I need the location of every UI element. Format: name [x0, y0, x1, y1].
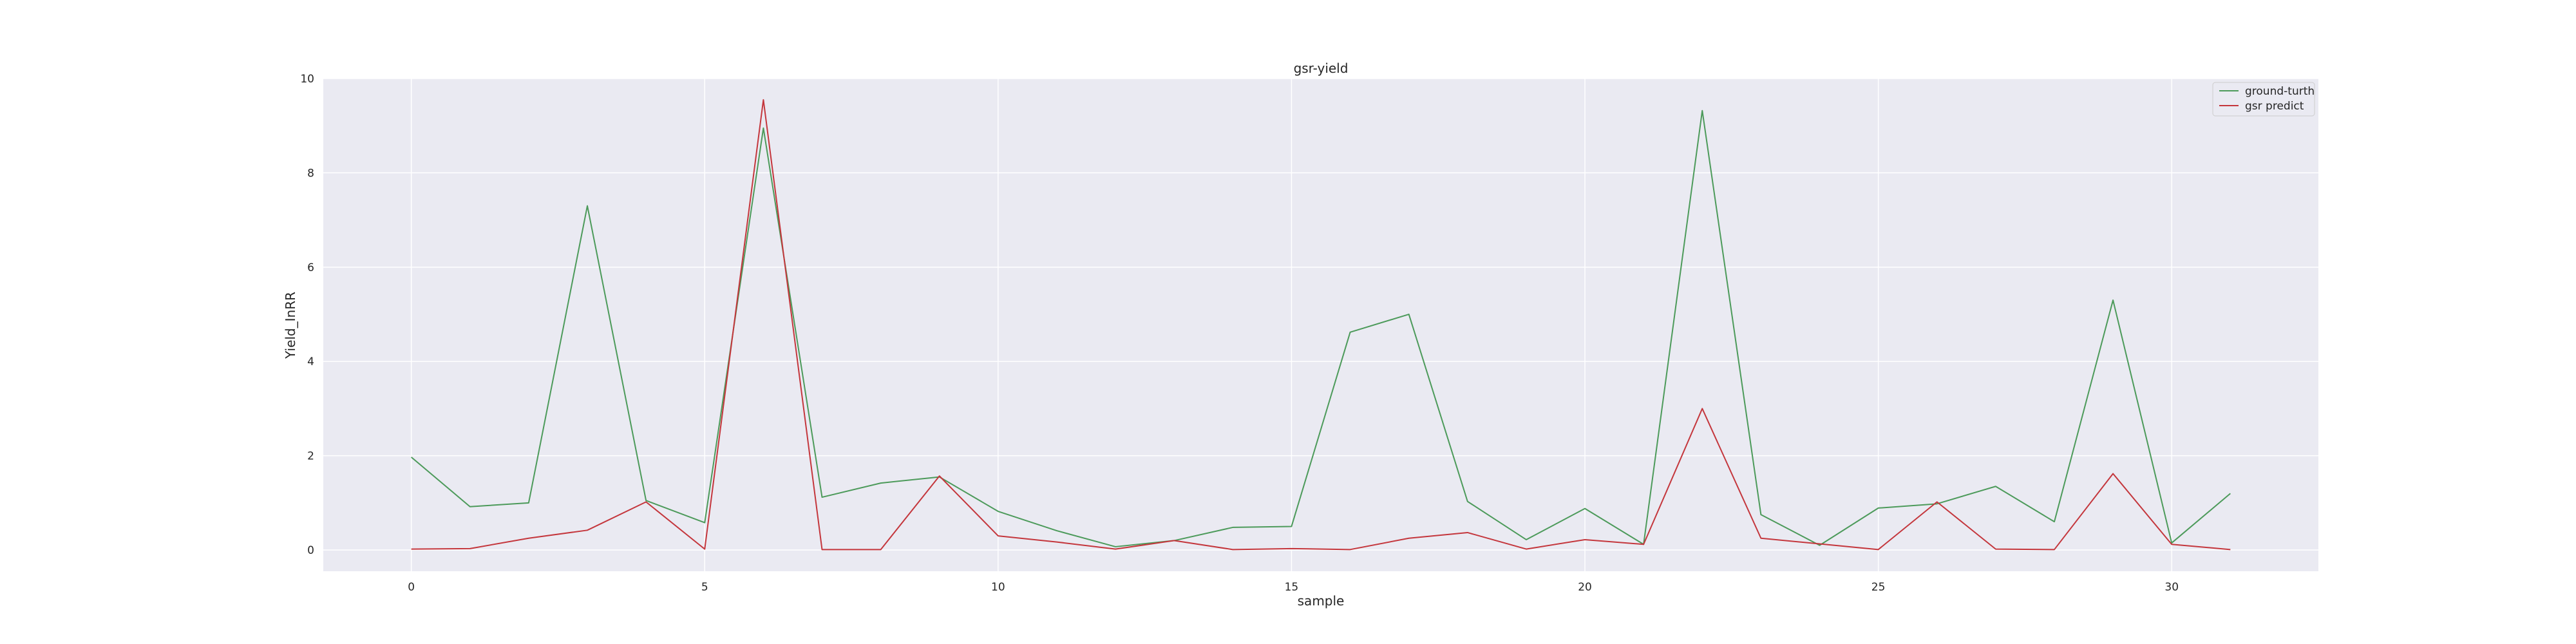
x-axis-label: sample [1298, 593, 1345, 609]
y-tick-label: 8 [307, 167, 314, 180]
y-tick-label: 6 [307, 261, 314, 274]
grid [323, 78, 2318, 571]
legend: ground-turth gsr predict [2212, 82, 2315, 117]
y-tick-label: 0 [307, 544, 314, 557]
legend-label-gsr-predict: gsr predict [2245, 100, 2304, 113]
chart-title: gsr-yield [1294, 61, 1349, 76]
y-axis-label: Yield_InRR [283, 292, 298, 359]
x-tick-label: 0 [408, 581, 415, 594]
series-line-gsr-predict [411, 99, 2231, 551]
x-tick-label: 5 [701, 581, 708, 594]
x-tick-label: 30 [2164, 581, 2179, 594]
y-tick-label: 10 [300, 73, 314, 86]
x-tick-label: 25 [1871, 581, 1886, 594]
x-tick-label: 10 [991, 581, 1005, 594]
series-line-ground-turth [411, 109, 2231, 547]
x-tick-label: 20 [1578, 581, 1592, 594]
series-layer [411, 99, 2231, 551]
legend-label-ground-turth: ground-turth [2245, 85, 2315, 98]
x-tick-label: 15 [1285, 581, 1299, 594]
y-tick-labels: 0 2 4 6 8 10 [300, 73, 314, 557]
x-tick-labels: 0 5 10 15 20 25 30 [408, 581, 2179, 594]
plot-background [323, 79, 2318, 571]
y-tick-label: 2 [307, 450, 314, 463]
y-tick-label: 4 [307, 355, 314, 368]
